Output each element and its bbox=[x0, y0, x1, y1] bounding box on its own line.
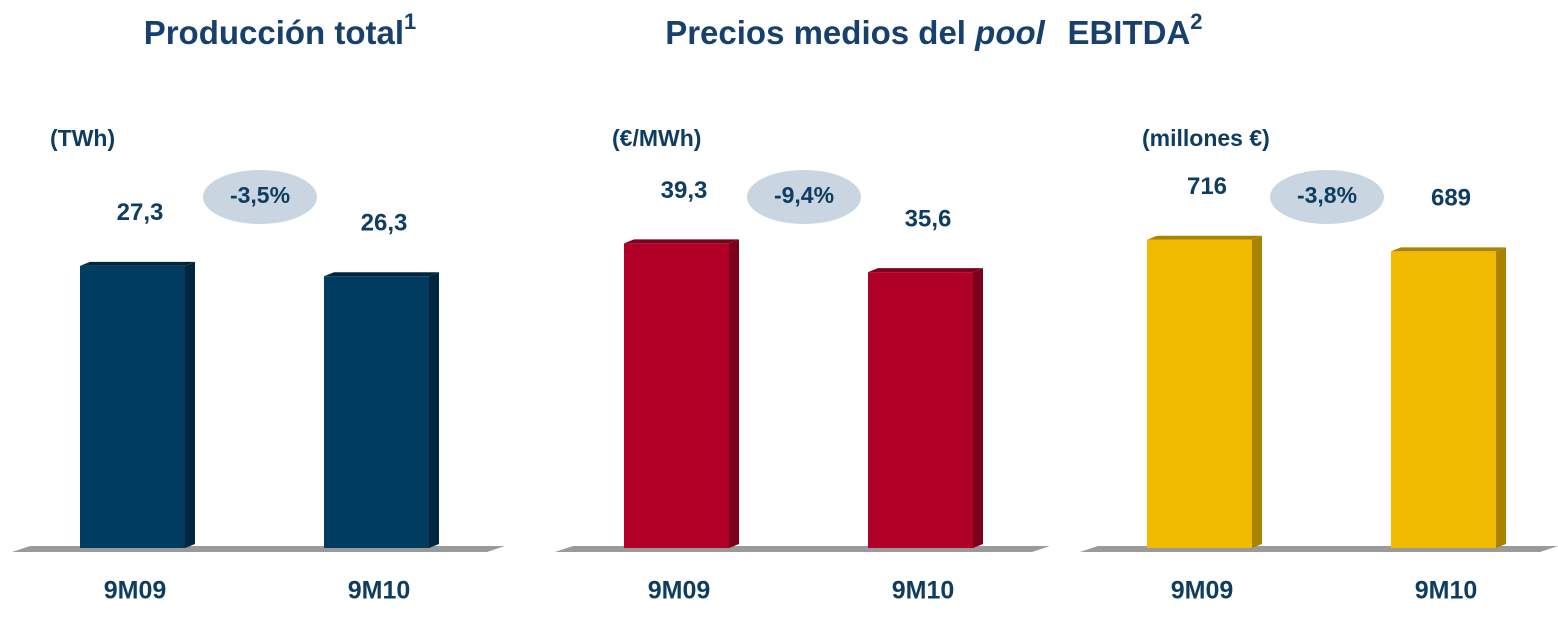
change-bubble bbox=[1270, 170, 1384, 224]
category-label: 9M10 bbox=[1415, 577, 1478, 605]
value-label: 716 bbox=[1187, 173, 1227, 200]
change-label: -9,4% bbox=[774, 182, 834, 208]
bar-top bbox=[868, 268, 983, 273]
chart-title: Producción total1 bbox=[144, 9, 417, 51]
chart-title: Precios medios del pool bbox=[665, 14, 1045, 51]
bar bbox=[324, 276, 429, 548]
value-label: 26,3 bbox=[361, 210, 408, 237]
change-bubble bbox=[203, 170, 317, 224]
title-text: Precios medios del bbox=[665, 14, 966, 51]
category-label: 9M10 bbox=[348, 577, 411, 605]
category-label: 9M09 bbox=[104, 577, 167, 605]
value-label: 689 bbox=[1431, 185, 1471, 212]
bar bbox=[624, 243, 729, 549]
unit-label: (€/MWh) bbox=[612, 125, 701, 151]
change-bubble bbox=[747, 170, 861, 224]
bar-side bbox=[185, 261, 195, 548]
bar-side bbox=[1252, 235, 1262, 548]
value-label: 39,3 bbox=[661, 177, 708, 204]
bar-top bbox=[624, 239, 739, 244]
change-label: -3,8% bbox=[1297, 182, 1357, 208]
title-emphasis: pool bbox=[974, 14, 1045, 51]
bar bbox=[1391, 251, 1496, 548]
value-label: 27,3 bbox=[117, 199, 164, 226]
change-label: -3,5% bbox=[230, 182, 290, 208]
bar bbox=[868, 272, 973, 548]
chart-title: EBITDA2 bbox=[1067, 9, 1202, 51]
bar bbox=[1147, 239, 1252, 548]
title-footnote: 1 bbox=[404, 9, 416, 34]
bar-side bbox=[1496, 247, 1506, 548]
bar-side bbox=[729, 239, 739, 549]
bar-top bbox=[1147, 235, 1262, 240]
title-text: EBITDA bbox=[1067, 14, 1190, 51]
unit-label: (millones €) bbox=[1142, 125, 1270, 151]
unit-label: (TWh) bbox=[50, 125, 115, 151]
category-label: 9M09 bbox=[648, 577, 711, 605]
value-label: 35,6 bbox=[905, 205, 952, 232]
bar bbox=[80, 265, 185, 548]
bar-side bbox=[429, 272, 439, 548]
title-space bbox=[966, 14, 975, 51]
category-label: 9M09 bbox=[1171, 577, 1234, 605]
category-label: 9M10 bbox=[892, 577, 955, 605]
bar-top bbox=[324, 272, 439, 277]
bar-side bbox=[973, 268, 983, 548]
title-text: Producción total bbox=[144, 14, 404, 51]
bar-top bbox=[1391, 247, 1506, 252]
title-footnote: 2 bbox=[1190, 9, 1202, 34]
bar-top bbox=[80, 261, 195, 266]
